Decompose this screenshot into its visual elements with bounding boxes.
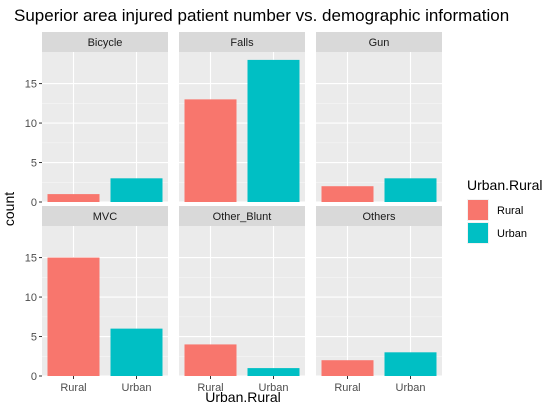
bar xyxy=(321,186,374,202)
panel-background xyxy=(42,52,168,202)
legend-swatch xyxy=(468,223,488,243)
legend-label: Urban xyxy=(497,228,527,240)
x-tick-label: Rural xyxy=(334,382,360,394)
x-axis: Rural Urban Rural Urban Rural Urban xyxy=(60,376,425,394)
y-tick-label: 0 xyxy=(31,197,37,209)
y-tick-label: 10 xyxy=(25,292,37,304)
facet-strip-label: Others xyxy=(362,211,396,223)
facet-strip-label: Gun xyxy=(369,37,390,49)
facet-strip xyxy=(316,206,442,226)
bar xyxy=(184,344,237,376)
bar xyxy=(247,59,300,202)
y-tick-label: 5 xyxy=(31,158,37,170)
facet-strip-label: MVC xyxy=(93,211,118,223)
facet-panel: MVC xyxy=(42,206,168,377)
facet-panel: Falls xyxy=(179,32,305,203)
x-tick-label: Urban xyxy=(396,382,426,394)
legend-title: Urban.Rural xyxy=(467,177,542,193)
facet-strip xyxy=(179,32,305,52)
legend-label: Rural xyxy=(497,205,523,217)
y-axis-title: count xyxy=(1,192,17,226)
legend-swatch xyxy=(468,200,488,220)
bar xyxy=(384,352,437,376)
y-tick-label: 10 xyxy=(25,118,37,130)
facet-strip xyxy=(42,32,168,52)
y-tick-label: 5 xyxy=(31,332,37,344)
panel-background xyxy=(316,226,442,376)
bar xyxy=(321,360,374,376)
facet-strip-label: Bicycle xyxy=(88,37,123,49)
facet-panel: Bicycle xyxy=(42,32,168,203)
facet-strip-label: Other_Blunt xyxy=(213,211,272,223)
y-axes: 0 5 10 15 0 5 10 15 xyxy=(25,79,42,383)
x-tick-label: Urban xyxy=(122,382,152,394)
bar xyxy=(47,257,100,376)
facet-strip-label: Falls xyxy=(230,37,254,49)
facet-strip xyxy=(42,206,168,226)
facet-strip xyxy=(316,32,442,52)
y-tick-label: 15 xyxy=(25,253,37,265)
facet-panels: Bicycle Falls Gun MVC Other_Blunt Others xyxy=(42,32,442,377)
bar xyxy=(110,178,163,202)
bar xyxy=(384,178,437,202)
facet-panel: Other_Blunt xyxy=(179,206,305,377)
bar xyxy=(184,99,237,202)
bar xyxy=(247,368,300,376)
x-axis-title: Urban.Rural xyxy=(205,389,280,405)
x-tick-label: Rural xyxy=(60,382,86,394)
panel-background xyxy=(316,52,442,202)
y-tick-label: 15 xyxy=(25,79,37,91)
facet-panel: Gun xyxy=(316,32,442,203)
chart-title: Superior area injured patient number vs.… xyxy=(14,6,509,25)
facet-panel: Others xyxy=(316,206,442,377)
legend: Urban.Rural Rural Urban xyxy=(467,177,542,244)
bar xyxy=(47,194,100,202)
x-tick-label: Urban xyxy=(259,382,289,394)
bar xyxy=(110,328,163,376)
y-tick-label: 0 xyxy=(31,371,37,383)
x-tick-label: Rural xyxy=(197,382,223,394)
facet-strip xyxy=(179,206,305,226)
